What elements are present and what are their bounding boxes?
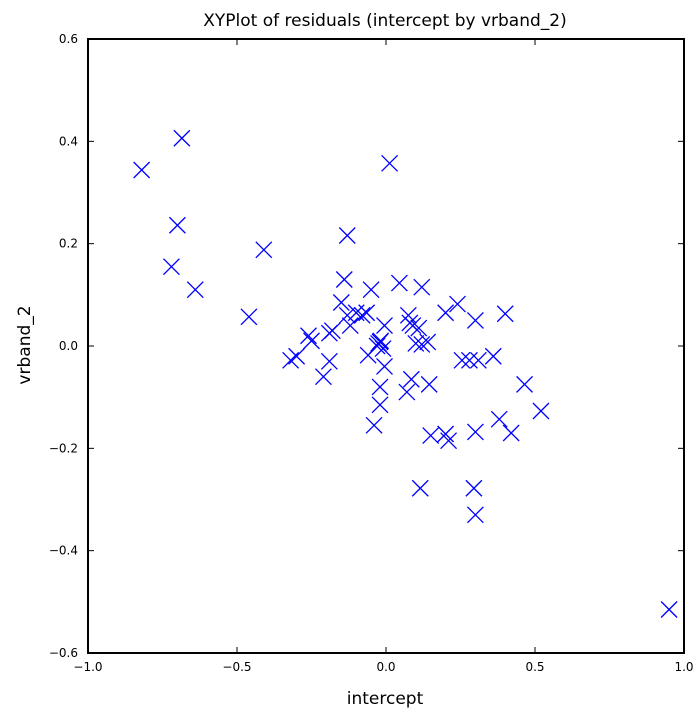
plot-frame [87,38,685,654]
data-point [338,227,356,244]
data-point [168,216,186,234]
x-tick-label: 1.0 [674,660,693,674]
data-point [376,358,393,375]
data-point [398,383,416,401]
data-point [320,352,338,370]
data-point [402,370,420,388]
data-point [420,375,438,393]
data-point [460,351,478,369]
data-point [437,304,455,322]
data-point [240,308,258,326]
data-point [413,278,431,296]
data-point [453,351,471,369]
data-point [335,271,353,288]
data-point [282,351,300,369]
data-point [368,337,386,355]
y-axis-label: vrband_2 [15,305,35,384]
data-point [440,432,458,450]
tick-labels: −1.0 −0.5 0.0 0.5 1.0 −0.6 −0.4 −0.2 0.0 0.2 0.4 0.… [49,32,693,674]
data-point [323,322,341,340]
data-point [413,336,431,353]
data-point [314,368,332,386]
data-point [437,425,455,443]
data-point [332,294,350,311]
data-point [341,317,359,334]
data-point [358,304,376,322]
x-axis-label: intercept [347,689,424,709]
data-point [532,402,550,420]
y-tick-label: 0.0 [59,339,78,353]
data-point [484,347,502,365]
data-point [362,281,380,299]
y-tick-label: 0.6 [59,32,78,46]
data-point [173,129,191,147]
x-tick-label: −0.5 [222,660,251,674]
x-tick-label: 0.5 [525,660,544,674]
x-tick-label: −1.0 [73,660,102,674]
data-points [133,129,678,618]
data-point [133,161,151,179]
data-point [399,306,417,324]
data-point [303,332,320,350]
y-tick-label: 0.4 [59,134,78,148]
data-point [404,317,422,334]
data-point [449,295,466,313]
y-tick-label: −0.4 [49,544,78,558]
data-point [390,274,408,292]
data-point [496,305,514,323]
data-point [466,311,484,329]
data-point [353,306,371,324]
data-point [466,423,484,441]
data-point [419,333,437,351]
data-point [300,327,317,345]
data-point [660,601,678,618]
data-point [502,424,520,442]
data-point [372,332,390,350]
chart-title: XYPlot of residuals (intercept by vrband… [203,11,566,31]
data-point [381,154,399,172]
data-point [186,281,204,299]
data-point [255,241,273,259]
data-point [490,410,508,428]
data-point [371,396,389,414]
y-tick-label: −0.2 [49,441,78,455]
data-point [162,258,180,276]
data-point [371,378,389,396]
x-tick-label: 0.0 [376,660,395,674]
data-point [465,479,483,497]
data-point [365,416,383,434]
data-point [466,506,484,524]
data-point [411,479,429,497]
y-tick-label: 0.2 [59,237,78,251]
data-point [516,375,534,393]
data-point [376,317,393,334]
data-point [410,319,428,337]
data-point [469,351,487,369]
data-point [422,427,440,445]
y-tick-label: −0.6 [49,646,78,660]
data-point [288,347,306,365]
